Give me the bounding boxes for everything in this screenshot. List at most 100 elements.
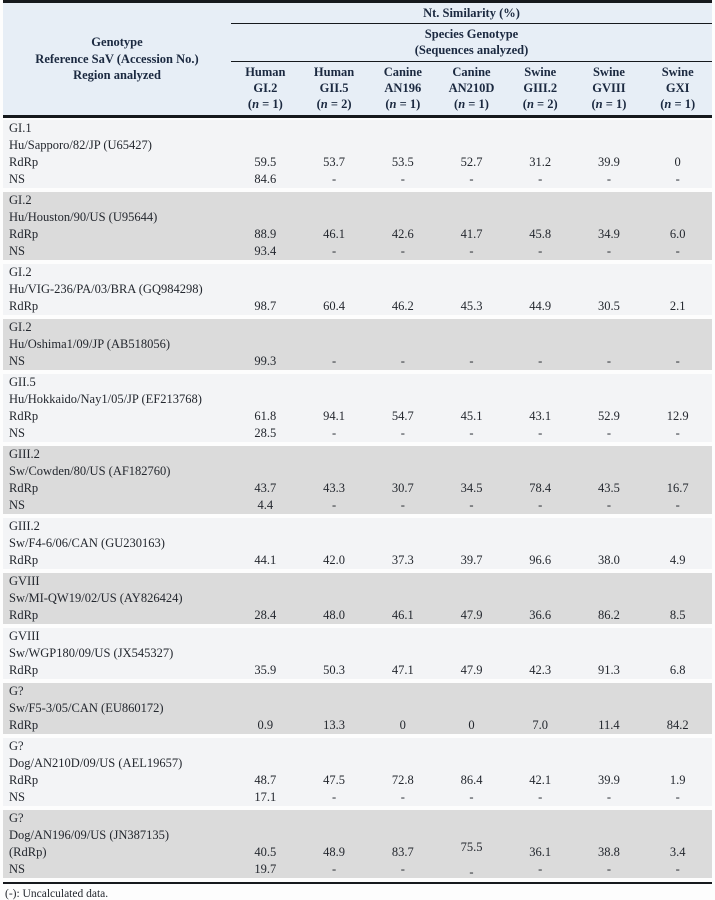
value-cell: 83.7	[391, 845, 414, 859]
value-cell: -	[331, 354, 337, 368]
value-cell: -	[675, 354, 680, 368]
value-cell: 28.5	[254, 426, 277, 440]
value-cell: -	[675, 862, 680, 876]
reference-label: Dog/AN210D/09/US (AEL19657)	[9, 756, 183, 770]
value-cell: 6.8	[669, 663, 686, 677]
value-cell: 45.1	[460, 409, 483, 423]
column-species-label: Canine	[452, 65, 491, 79]
region-label: RdRp	[9, 409, 39, 423]
value-cell: 16.7	[666, 481, 689, 495]
region-label: RdRp	[9, 155, 39, 169]
value-cell: 48.0	[323, 608, 346, 622]
column-header: Swine GXI (n = 1)	[643, 64, 712, 112]
reference-label: Hu/Oshima1/09/JP (AB518056)	[9, 337, 170, 351]
column-species-label: Human	[313, 65, 355, 79]
value-cell: 86.4	[460, 773, 483, 787]
region-label: NS	[9, 354, 25, 368]
column-species-label: Swine	[524, 65, 557, 79]
region-label: (RdRp)	[9, 845, 47, 859]
column-species-label: Swine	[661, 65, 694, 79]
column-genotype-label: AN210D	[448, 81, 495, 95]
genotype-label: GIII.2	[9, 519, 40, 533]
corner-header-line-reference: Reference SaV (Accession No.)	[35, 51, 199, 66]
value-cell: 99.3	[254, 354, 277, 368]
region-row: RdRp 0.9 13.3 0 0 7.0 11.4 84.2	[3, 717, 712, 734]
value-cell: -	[469, 865, 474, 879]
genotype-label: GVIII	[9, 629, 40, 643]
column-genotype-label: GIII.2	[523, 81, 558, 95]
value-cell: -	[400, 244, 405, 258]
value-cell: -	[675, 426, 680, 440]
region-row: NS 84.6 - - - - - -	[3, 171, 712, 188]
genotype-block: GVIII Sw/MI-QW19/02/US (AY826424) RdRp 28.4…	[3, 573, 712, 624]
region-row: RdRp 43.7 43.3 30.7 34.5 78.4 43.5 16.7	[3, 480, 712, 497]
value-cell: 4.4	[257, 498, 274, 512]
column-genotype-label: GII.5	[319, 81, 349, 95]
value-cell: 43.5	[598, 481, 620, 495]
region-label: NS	[9, 862, 25, 876]
genotype-label: GI.2	[9, 193, 32, 207]
region-label: RdRp	[9, 481, 39, 495]
genotype-label: GII.5	[9, 375, 36, 389]
value-cell: -	[331, 498, 337, 512]
value-cell: 1.9	[669, 773, 686, 787]
region-label: NS	[9, 498, 25, 512]
value-cell: 42.1	[529, 773, 552, 787]
region-label: RdRp	[9, 299, 39, 313]
value-cell: 59.5	[254, 155, 277, 169]
value-cell: -	[469, 354, 474, 368]
value-cell: 44.1	[254, 553, 277, 567]
value-cell: 7.0	[532, 718, 549, 732]
value-cell: 19.7	[254, 862, 277, 876]
region-row: RdRp 35.9 50.3 47.1 47.9 42.3 91.3 6.8	[3, 662, 712, 679]
value-cell: -	[538, 862, 543, 876]
column-n-label: (n = 1)	[591, 97, 627, 111]
value-cell: 47.9	[460, 663, 483, 677]
region-label: RdRp	[9, 663, 39, 677]
value-cell: 60.4	[323, 299, 346, 313]
value-cell: 45.8	[529, 227, 552, 241]
value-cell: 84.2	[666, 718, 689, 732]
species-genotype-header: Species Genotype (Sequences analyzed)	[231, 24, 712, 62]
genotype-label: G?	[9, 684, 24, 698]
value-cell: 50.3	[323, 663, 346, 677]
value-cell: 48.9	[323, 845, 346, 859]
value-cell: -	[538, 354, 543, 368]
value-cell: 0.9	[257, 718, 274, 732]
column-species-label: Canine	[383, 65, 422, 79]
column-species-label: Swine	[592, 65, 625, 79]
value-cell: 37.3	[391, 553, 414, 567]
value-cell: 31.2	[529, 155, 552, 169]
table-body: GI.1 Hu/Sapporo/82/JP (U65427) RdRp 59.5 53.…	[3, 118, 712, 879]
value-cell: -	[606, 790, 612, 804]
value-cell: 12.9	[666, 409, 689, 423]
value-cell: -	[331, 172, 337, 186]
value-cell: -	[469, 244, 474, 258]
column-n-label: (n = 1)	[385, 97, 421, 111]
value-cell: 4.9	[669, 553, 686, 567]
region-row: NS 93.4 - - - - - -	[3, 243, 712, 260]
value-cell: 53.7	[323, 155, 346, 169]
column-genotype-label: AN196	[384, 81, 422, 95]
region-label: RdRp	[9, 773, 39, 787]
region-row: RdRp 59.5 53.7 53.5 52.7 31.2 39.9 0	[3, 154, 712, 171]
table-header: Genotype Reference SaV (Accession No.) R…	[3, 0, 712, 118]
value-cell: 47.9	[460, 608, 483, 622]
value-cell: 42.3	[529, 663, 552, 677]
value-cell: 43.1	[529, 409, 552, 423]
value-cell: -	[400, 172, 405, 186]
genotype-label: GI.2	[9, 320, 32, 334]
column-n-label: (n = 1)	[247, 97, 283, 111]
genotype-block: G? Sw/F5-3/05/CAN (EU860172) RdRp 0.9 13.3 0 0…	[3, 683, 712, 734]
genotype-block: GII.5 Hu/Hokkaido/Nay1/05/JP (EF213768) Rd…	[3, 374, 712, 442]
value-cell: 3.4	[669, 845, 686, 859]
column-header: Canine AN196 (n = 1)	[368, 64, 437, 112]
value-cell: 11.4	[598, 718, 620, 732]
value-cell: 61.8	[254, 409, 277, 423]
value-cell: 48.7	[254, 773, 277, 787]
genotype-block: G? Dog/AN196/09/US (JN387135) (RdRp) 40.5 48…	[3, 810, 712, 879]
value-cell: -	[469, 426, 474, 440]
reference-label: Hu/Hokkaido/Nay1/05/JP (EF213768)	[9, 392, 202, 406]
value-cell: -	[331, 426, 337, 440]
